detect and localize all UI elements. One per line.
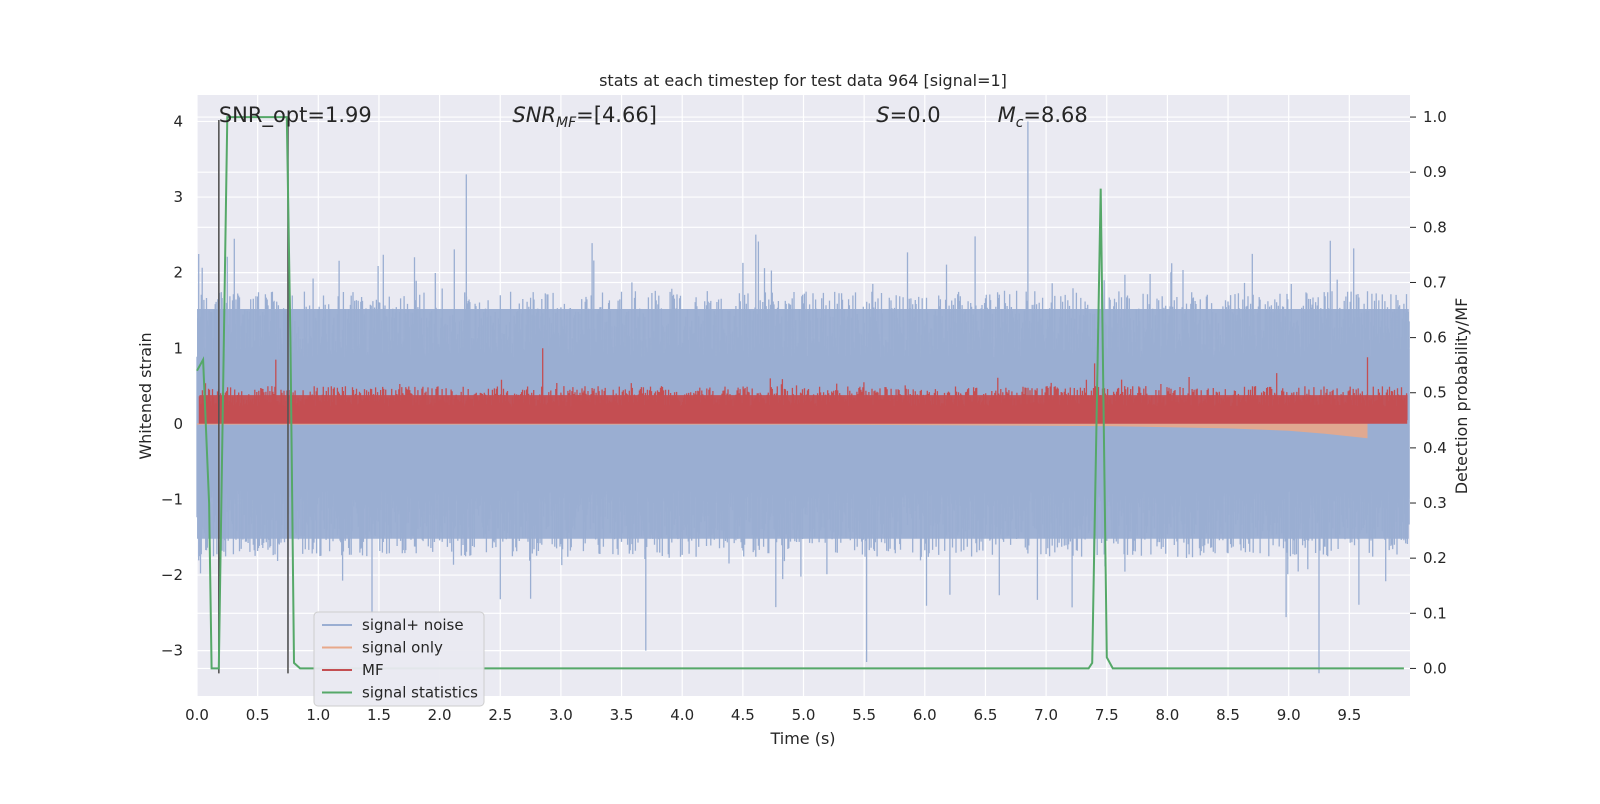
x-tick-label: 7.0 — [1034, 706, 1058, 724]
y-right-tick-label: 0.4 — [1423, 439, 1447, 457]
annotation-value: =0.0 — [890, 103, 941, 127]
x-tick-label: 9.5 — [1337, 706, 1361, 724]
x-tick-label: 2.0 — [428, 706, 452, 724]
x-tick-label: 0.0 — [185, 706, 209, 724]
x-tick-label: 0.5 — [246, 706, 270, 724]
x-tick-label: 5.5 — [852, 706, 876, 724]
y-right-tick-label: 0.3 — [1423, 494, 1447, 512]
legend-label: signal statistics — [362, 684, 478, 702]
x-tick-label: 9.0 — [1277, 706, 1301, 724]
x-tick-label: 8.0 — [1155, 706, 1179, 724]
y-right-tick-label: 0.2 — [1423, 549, 1447, 567]
x-tick-label: 6.5 — [974, 706, 998, 724]
y-right-tick-label: 0.7 — [1423, 273, 1447, 291]
data-layer — [196, 116, 1410, 674]
y-right-tick-label: 0.8 — [1423, 218, 1447, 236]
legend-label: signal+ noise — [362, 616, 464, 634]
legend: signal+ noise signal only MF signal statist… — [313, 611, 485, 707]
x-tick-label: 2.5 — [488, 706, 512, 724]
annotation-symbol: S — [876, 103, 889, 127]
annotation-text: Mc=8.68 — [998, 103, 1088, 131]
y-right-tick-label: 0.1 — [1423, 604, 1447, 622]
y-left-tick-label: −3 — [161, 642, 183, 660]
y-left-tick-label: −2 — [161, 566, 183, 584]
x-axis-label: Time (s) — [769, 729, 835, 748]
annotation-text: S=0.0 — [876, 103, 940, 127]
annotation-subscript: MF — [556, 115, 577, 131]
x-tick-label: 7.5 — [1095, 706, 1119, 724]
annotation-text: SNR_opt=1.99 — [219, 103, 372, 128]
y-axis-label-left: Whitened strain — [136, 332, 155, 459]
x-tick-label: 3.5 — [610, 706, 634, 724]
x-tick-label: 4.0 — [670, 706, 694, 724]
y-right-tick-label: 1.0 — [1423, 108, 1447, 126]
x-tick-label: 4.5 — [731, 706, 755, 724]
annotation-symbol: SNR — [512, 103, 556, 127]
annotation-text: SNRMF=[4.66] — [512, 103, 657, 131]
axes-layer: 0.0 0.5 1.0 1.5 2.0 2.5 3.0 3.5 4.0 4.5 5.0 5.5 6.0 6… — [161, 108, 1447, 724]
y-left-tick-label: 2 — [173, 264, 183, 282]
chart-title: stats at each timestep for test data 964… — [599, 71, 1007, 90]
series-signal-statistics — [196, 116, 1404, 670]
y-left-tick-label: −1 — [161, 490, 183, 508]
y-right-tick-label: 0.6 — [1423, 329, 1447, 347]
y-left-tick-label: 3 — [173, 188, 183, 206]
x-tick-label: 1.0 — [306, 706, 330, 724]
y-right-tick-label: 0.9 — [1423, 163, 1447, 181]
y-axis-label-right: Detection probability/MF — [1452, 298, 1471, 495]
annotation-value: =8.68 — [1023, 103, 1087, 127]
x-tick-label: 5.0 — [792, 706, 816, 724]
y-left-tick-label: 4 — [173, 112, 183, 130]
legend-label: signal only — [362, 639, 443, 657]
annotation-symbol: M — [998, 103, 1016, 127]
x-tick-label: 6.0 — [913, 706, 937, 724]
y-left-tick-label: 1 — [173, 339, 183, 357]
x-tick-label: 1.5 — [367, 706, 391, 724]
legend-label: MF — [362, 661, 384, 679]
annotation-subscript: c — [1016, 115, 1024, 131]
annotation-layer: SNR_opt=1.99 SNRMF=[4.66] S=0.0 Mc=8.68 — [219, 103, 1088, 131]
legend-box — [313, 611, 485, 707]
annotation-value: =[4.66] — [576, 103, 657, 127]
x-tick-label: 3.0 — [549, 706, 573, 724]
y-right-tick-label: 0.5 — [1423, 384, 1447, 402]
series-mf — [198, 348, 1408, 424]
y-right-tick-label: 0.0 — [1423, 659, 1447, 677]
y-left-tick-label: 0 — [173, 415, 183, 433]
x-tick-label: 8.5 — [1216, 706, 1240, 724]
